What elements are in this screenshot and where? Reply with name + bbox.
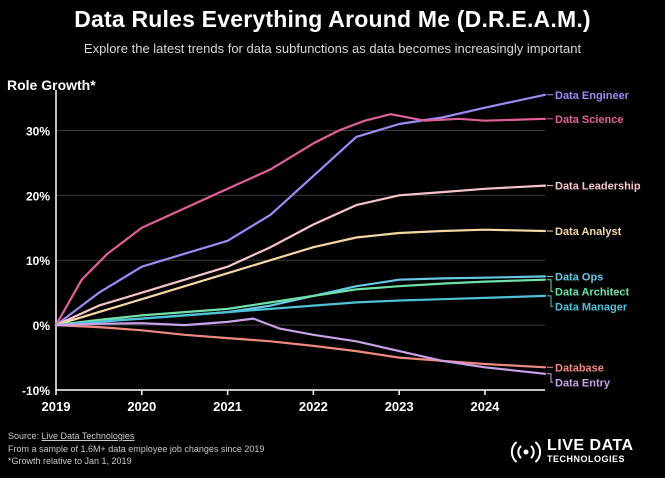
series-labels: Data Engineer Data Science Data Leadership… bbox=[547, 90, 641, 389]
y-tick-label: 20% bbox=[26, 189, 50, 203]
series-line bbox=[54, 317, 547, 375]
x-tick-label: 2020 bbox=[127, 399, 156, 414]
series-label: Data Entry bbox=[555, 377, 611, 389]
series-lines bbox=[54, 93, 547, 375]
series-label: Data Manager bbox=[555, 301, 628, 313]
label-connector bbox=[547, 373, 553, 383]
x-tick-label: 2021 bbox=[213, 399, 242, 414]
brand-name: LIVE DATA bbox=[547, 437, 634, 454]
series-label: Data Analyst bbox=[555, 226, 622, 238]
grid bbox=[56, 129, 545, 326]
chart-title: Data Rules Everything Around Me (D.R.E.A… bbox=[74, 6, 591, 32]
broadcast-icon bbox=[510, 441, 542, 463]
series-line bbox=[54, 278, 547, 327]
series-line bbox=[54, 228, 547, 327]
y-tick-label: 0% bbox=[33, 319, 51, 333]
series-label: Data Engineer bbox=[555, 90, 630, 102]
series-label: Data Architect bbox=[555, 286, 630, 298]
label-connector bbox=[547, 295, 553, 307]
y-tick-label: 30% bbox=[26, 124, 50, 138]
x-tick-label: 2022 bbox=[299, 399, 328, 414]
series-label: Data Leadership bbox=[555, 181, 641, 193]
source-line: Source: Live Data Technologies bbox=[8, 430, 264, 443]
footer-note-growth: *Growth relative to Jan 1, 2019 bbox=[8, 456, 132, 466]
series-label: Database bbox=[555, 362, 604, 374]
series-label: Data Science bbox=[555, 114, 623, 126]
brand-sub: TECHNOLOGIES bbox=[547, 454, 626, 464]
y-axis-label: Role Growth* bbox=[7, 77, 96, 93]
chart-subtitle: Explore the latest trends for data subfu… bbox=[83, 41, 582, 56]
y-tick-label: 10% bbox=[26, 254, 50, 268]
axes: -10% 0% 10% 20% 30% 2019 2020 2021 2022 2023 2024 bbox=[22, 90, 545, 414]
source-link[interactable]: Live Data Technologies bbox=[41, 431, 135, 441]
y-tick-label: -10% bbox=[22, 384, 50, 398]
x-tick-label: 2019 bbox=[42, 399, 71, 414]
x-tick-label: 2024 bbox=[470, 399, 500, 414]
x-tick-label: 2023 bbox=[385, 399, 414, 414]
series-line bbox=[54, 184, 547, 327]
footer-note-sample: From a sample of 1.6M+ data employee job… bbox=[8, 443, 265, 454]
brand-logo: LIVE DATA TECHNOLOGIES bbox=[510, 437, 660, 467]
footer: Source: Live Data Technologies From a sa… bbox=[8, 430, 264, 468]
series-line bbox=[54, 93, 547, 327]
source-prefix: Source: bbox=[8, 431, 42, 441]
series-line bbox=[54, 113, 547, 327]
label-connector bbox=[547, 279, 553, 292]
series-label: Data Ops bbox=[555, 271, 603, 283]
series-line bbox=[54, 294, 547, 327]
